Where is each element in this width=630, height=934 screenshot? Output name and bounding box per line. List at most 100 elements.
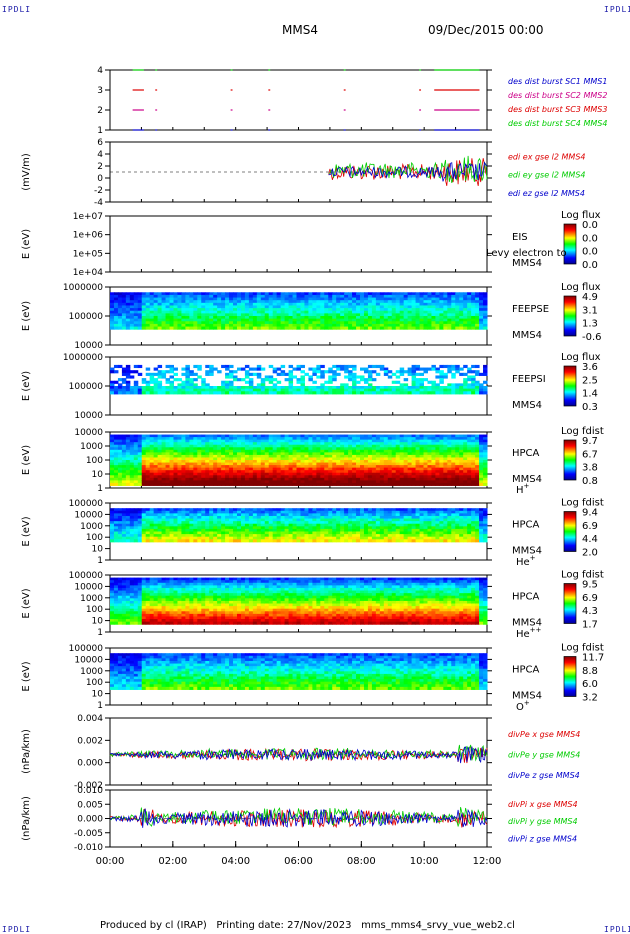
xtick-label: 06:00 — [284, 856, 313, 867]
species-label: He++ — [516, 626, 542, 640]
colorbar-label: 0.0 — [582, 220, 598, 231]
heatmap-hpca_h — [110, 434, 488, 486]
ylabel: E (eV) — [21, 588, 32, 618]
colorbar-title: Log fdist — [561, 498, 604, 509]
instrument-label: HPCA — [512, 665, 540, 676]
ytick-label: 10 — [92, 690, 104, 700]
heatmap-hpca_hepp — [110, 577, 488, 625]
ytick-label: 3 — [97, 86, 103, 96]
spacecraft-label: MMS4 — [512, 330, 542, 341]
colorbar-title: Log flux — [561, 352, 601, 363]
colorbar-label: 6.7 — [582, 449, 598, 460]
ytick-label: 1000 — [80, 522, 103, 532]
ytick-label: 100000 — [69, 571, 104, 581]
xtick-label: 04:00 — [221, 856, 250, 867]
species-charge: + — [530, 554, 536, 562]
legend-entry: des dist burst SC2 MMS2 — [508, 91, 607, 100]
xtick-label: 12:00 — [473, 856, 502, 867]
ytick-label: 1000000 — [63, 353, 103, 363]
ytick-label: 6 — [97, 138, 103, 148]
heatmap-hpca_he — [110, 508, 488, 543]
legend-entry: edi ey gse l2 MMS4 — [508, 171, 586, 180]
colorbar-label: 4.4 — [582, 534, 598, 545]
ytick-label: 1000 — [80, 667, 103, 677]
series-line — [109, 808, 488, 828]
legend-entry: divPe z gse MMS4 — [508, 771, 580, 780]
colorbar — [563, 365, 577, 407]
instrument-label: HPCA — [512, 592, 540, 603]
series-line — [110, 808, 488, 829]
species-label: He+ — [516, 554, 536, 568]
ytick-label: 0 — [97, 174, 103, 184]
ytick-label: 2 — [97, 106, 103, 116]
ylabel: (mV/m) — [21, 153, 32, 191]
ytick-label: 100 — [86, 605, 103, 615]
ytick-label: 100000 — [69, 312, 104, 322]
heatmap-feepsi — [110, 364, 488, 395]
ytick-label: 1000 — [80, 442, 103, 452]
ytick-label: 10000 — [74, 655, 103, 665]
colorbar-label: 4.3 — [582, 606, 598, 617]
ytick-label: 4 — [97, 66, 103, 76]
species-charge: ++ — [530, 626, 542, 634]
panel-frame-eis — [109, 215, 488, 273]
ylabel: (nPa/km) — [21, 729, 32, 774]
footer-produced-by: Produced by cl (IRAP) — [100, 920, 207, 931]
colorbar — [563, 511, 577, 552]
series-line — [109, 746, 488, 764]
ytick-label: 100 — [86, 533, 103, 543]
spacecraft-title: MMS4 — [282, 23, 318, 37]
colorbar-title: Log flux — [561, 282, 601, 293]
ytick-label: 1e+07 — [73, 212, 103, 222]
colorbar-label: -0.6 — [582, 332, 602, 343]
ytick-label: 0.010 — [77, 786, 103, 796]
ytick-label: 1e+05 — [73, 249, 103, 259]
species-label: H+ — [516, 482, 530, 496]
spacecraft-label: MMS4 — [512, 400, 542, 411]
colorbar — [563, 223, 577, 265]
colorbar — [563, 656, 577, 697]
spacecraft-label: MMS4 — [512, 474, 542, 485]
legend-entry: divPe x gse MMS4 — [508, 730, 580, 739]
colorbar-title: Log flux — [561, 210, 601, 221]
series-line — [109, 807, 488, 828]
legend-entry: divPi z gse MMS4 — [508, 834, 577, 843]
ytick-label: 1 — [97, 126, 103, 136]
instrument-label: HPCA — [512, 520, 540, 531]
ylabel: E (eV) — [21, 445, 32, 475]
colorbar-label: 9.7 — [582, 436, 598, 447]
corner-label-bottom-right: IPDLI — [604, 925, 630, 934]
colorbar-label: 0.0 — [582, 247, 598, 258]
ytick-label: 1 — [97, 556, 103, 566]
colorbar-label: 9.5 — [582, 580, 598, 591]
legend-entry: edi ez gse l2 MMS4 — [508, 189, 585, 198]
ytick-label: 10000 — [74, 428, 103, 438]
spacecraft-label: MMS4 — [512, 691, 542, 702]
ytick-label: 1 — [97, 628, 103, 638]
colorbar-label: 6.0 — [582, 679, 598, 690]
ytick-label: -0.002 — [74, 781, 103, 791]
footer-script: mms_mms4_srvy_vue_web2.cl — [361, 920, 515, 931]
colorbar-label: 3.2 — [582, 693, 598, 704]
ylabel: (nPa/km) — [21, 796, 32, 841]
corner-label-top-right: IPDLI — [604, 5, 630, 14]
colorbar-label: 3.8 — [582, 463, 598, 474]
corner-label-bottom-left: IPDLI — [2, 925, 32, 934]
ytick-label: 10 — [92, 617, 104, 627]
colorbar-label: 0.8 — [582, 476, 598, 487]
colorbar-label: 3.1 — [582, 305, 598, 316]
ytick-label: 1000000 — [63, 283, 103, 293]
legend-entry: edi ex gse l2 MMS4 — [508, 153, 586, 162]
spacecraft-label: MMS4 — [512, 258, 542, 269]
colorbar-label: 0.0 — [582, 260, 598, 271]
series-line — [328, 161, 488, 182]
spacecraft-label: MMS4 — [512, 618, 542, 629]
colorbar-label: 8.8 — [582, 666, 598, 677]
instrument-label: HPCA — [512, 448, 540, 459]
ylabel: E (eV) — [21, 516, 32, 546]
ytick-label: 0.000 — [77, 815, 103, 825]
ytick-label: 1000 — [80, 594, 103, 604]
ytick-label: 2 — [97, 162, 103, 172]
colorbar-label: 3.6 — [582, 362, 598, 373]
